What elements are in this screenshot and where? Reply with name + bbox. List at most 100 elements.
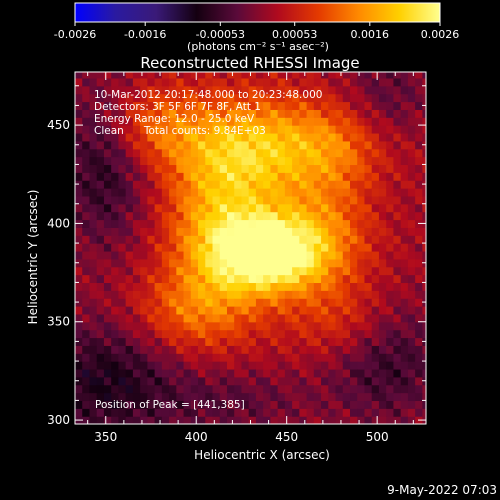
heatmap-cell <box>350 227 358 236</box>
heatmap-cell <box>132 337 141 346</box>
heatmap-cell <box>212 101 221 110</box>
heatmap-cell <box>125 117 134 126</box>
heatmap-cell <box>378 93 387 103</box>
heatmap-cell <box>328 140 337 150</box>
heatmap-cell <box>400 109 409 118</box>
heatmap-cell <box>96 306 105 315</box>
heatmap-cell <box>75 368 83 378</box>
heatmap-cell <box>111 140 120 150</box>
heatmap-cell <box>234 164 243 173</box>
heatmap-cell <box>89 282 98 291</box>
heatmap-cell <box>198 109 206 118</box>
heatmap-cell <box>118 109 127 118</box>
heatmap-cell <box>335 313 344 323</box>
heatmap-cell <box>306 180 315 189</box>
heatmap-cell <box>386 117 395 126</box>
heatmap-cell <box>147 274 156 284</box>
heatmap-cell <box>132 290 141 299</box>
heatmap-cell <box>111 337 120 346</box>
heatmap-cell <box>125 282 134 291</box>
heatmap-cell <box>284 188 293 197</box>
heatmap-cell <box>103 125 112 134</box>
heatmap-cell <box>284 101 293 110</box>
heatmap-cell <box>255 235 264 244</box>
heatmap-cell <box>198 368 206 378</box>
heatmap-cell <box>400 353 409 362</box>
heatmap-cell <box>378 376 387 386</box>
heatmap-cell <box>176 392 185 402</box>
heatmap-cell <box>292 132 300 142</box>
annotation-energy: Energy Range: 12.0 - 25.0 keV <box>94 113 255 125</box>
heatmap-cell <box>190 345 199 354</box>
heatmap-cell <box>415 156 423 166</box>
heatmap-cell <box>378 416 387 424</box>
heatmap-cell <box>255 219 264 228</box>
heatmap-cell <box>270 227 279 236</box>
heatmap-cell <box>284 258 293 268</box>
heatmap-cell <box>205 329 214 339</box>
heatmap-cell <box>118 345 127 354</box>
heatmap-cell <box>386 172 395 181</box>
heatmap-cell <box>350 274 358 284</box>
heatmap-cell <box>205 392 214 402</box>
heatmap-cell <box>154 250 163 260</box>
heatmap-cell <box>350 235 358 244</box>
heatmap-cell <box>386 258 395 268</box>
heatmap-cell <box>241 85 250 95</box>
heatmap-cell <box>154 235 163 244</box>
heatmap-cell <box>96 243 105 252</box>
heatmap-cell <box>103 243 112 252</box>
heatmap-cell <box>147 321 156 331</box>
heatmap-cell <box>393 243 402 252</box>
heatmap-cell <box>169 321 177 331</box>
heatmap-cell <box>226 345 235 354</box>
heatmap-cell <box>284 172 293 181</box>
heatmap-cell <box>335 72 344 79</box>
heatmap-cell <box>241 290 250 299</box>
heatmap-cell <box>241 93 250 103</box>
heatmap-cell <box>270 140 279 150</box>
heatmap-cell <box>386 400 395 409</box>
heatmap-cell <box>103 282 112 291</box>
heatmap-cell <box>255 290 264 299</box>
heatmap-cell <box>284 203 293 213</box>
heatmap-cell <box>350 93 358 103</box>
heatmap-cell <box>103 235 112 244</box>
heatmap-cell <box>89 298 98 307</box>
heatmap-cell <box>234 416 243 424</box>
heatmap-cell <box>292 156 300 166</box>
heatmap-cell <box>407 243 416 252</box>
heatmap-cell <box>212 72 221 79</box>
heatmap-cell <box>270 321 279 331</box>
heatmap-cell <box>270 416 279 424</box>
heatmap-cell <box>241 101 250 110</box>
heatmap-cell <box>263 368 271 378</box>
heatmap-cell <box>154 392 163 402</box>
heatmap-cell <box>299 329 308 339</box>
heatmap-cell <box>226 172 235 181</box>
heatmap-cell <box>284 250 293 260</box>
heatmap-cell <box>226 258 235 268</box>
heatmap-cell <box>371 368 380 378</box>
heatmap-cell <box>205 282 214 291</box>
heatmap-cell <box>313 368 322 378</box>
heatmap-cell <box>154 211 163 221</box>
heatmap-cell <box>255 227 264 236</box>
heatmap-cell <box>350 368 358 378</box>
heatmap-cell <box>212 274 221 284</box>
heatmap-cell <box>328 172 337 181</box>
heatmap-cell <box>183 384 192 394</box>
heatmap-cell <box>270 282 279 291</box>
heatmap-cell <box>335 77 344 87</box>
heatmap-cell <box>277 282 286 291</box>
heatmap-cell <box>263 400 271 409</box>
heatmap-cell <box>154 203 163 213</box>
heatmap-cell <box>292 400 300 409</box>
heatmap-cell <box>277 376 286 386</box>
heatmap-cell <box>263 180 271 189</box>
heatmap-cell <box>407 203 416 213</box>
heatmap-cell <box>154 337 163 346</box>
heatmap-cell <box>132 235 141 244</box>
heatmap-cell <box>219 243 228 252</box>
heatmap-cell <box>292 337 300 346</box>
